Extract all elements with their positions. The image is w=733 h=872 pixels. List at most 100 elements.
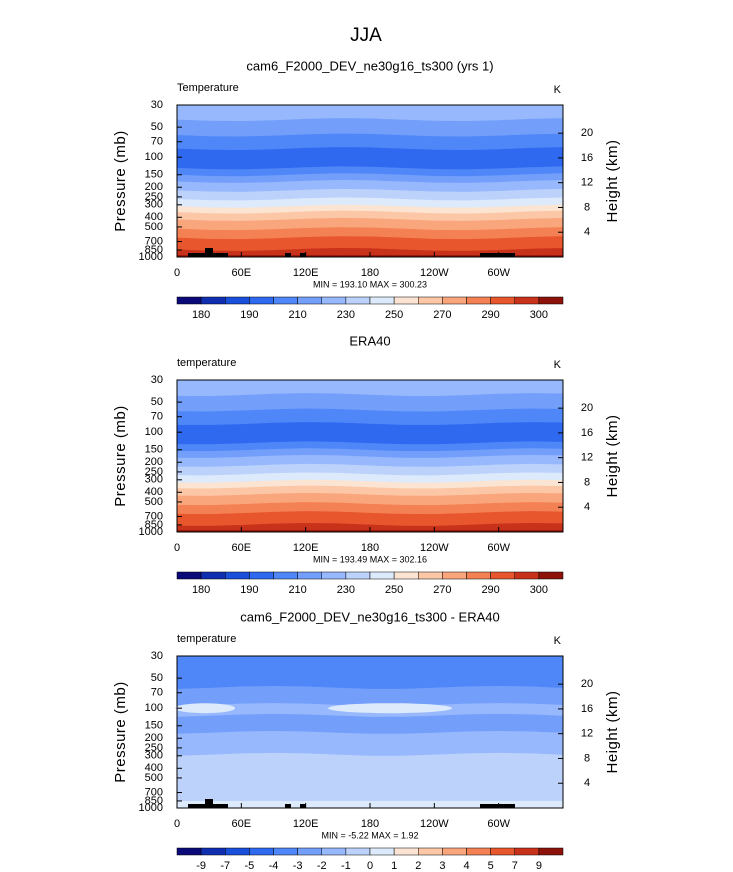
y-tick-label: 200 — [145, 732, 163, 744]
left-label: temperature — [177, 633, 236, 645]
y2-tick-label: 8 — [584, 201, 590, 213]
right-label: K — [554, 359, 562, 371]
colorbar-box — [418, 571, 443, 580]
x-tick-label: 60W — [487, 542, 510, 554]
y-tick-label: 50 — [151, 121, 163, 133]
y2-tick-label: 20 — [581, 678, 593, 690]
y-tick-label: 100 — [145, 151, 163, 163]
y-tick-label: 200 — [145, 181, 163, 193]
colorbar-box — [393, 296, 419, 305]
y-tick-label: 50 — [151, 672, 163, 684]
y-tick-label: 1000 — [139, 526, 163, 538]
terrain — [205, 248, 213, 257]
colorbar-label: 250 — [385, 584, 403, 596]
colorbar-box — [442, 296, 467, 305]
y2-tick-label: 20 — [581, 127, 593, 139]
colorbar-label: 210 — [288, 584, 306, 596]
colorbar-label: 180 — [192, 584, 210, 596]
y-tick-label: 850 — [145, 244, 163, 256]
stats: MIN = 193.49 MAX = 302.16 — [313, 554, 427, 564]
y-tick-label: 100 — [145, 426, 163, 438]
y-tick-label: 150 — [145, 444, 163, 456]
x-tick-label: 60E — [232, 818, 252, 830]
y2-tick-label: 8 — [584, 476, 590, 488]
y-tick-label: 500 — [145, 496, 163, 508]
x-tick-label: 60W — [487, 818, 510, 830]
y2-tick-label: 4 — [584, 777, 590, 789]
y2-tick-label: 12 — [581, 177, 593, 189]
colorbar-box — [273, 571, 298, 580]
colorbar-label: 250 — [385, 309, 403, 321]
colorbar-label: 2 — [415, 860, 421, 872]
colorbar-box — [176, 296, 202, 305]
y-tick-label: 150 — [145, 169, 163, 181]
colorbar-box — [321, 296, 347, 305]
colorbar-label: -1 — [341, 860, 351, 872]
colorbar-box — [225, 847, 250, 856]
colorbar-box — [514, 571, 540, 580]
x-tick-label: 180 — [361, 542, 379, 554]
colorbar-box — [538, 296, 564, 305]
colorbar-label: -3 — [293, 860, 303, 872]
colorbar-box — [418, 847, 443, 856]
colorbar-box — [345, 571, 371, 580]
x-tick-label: 0 — [174, 542, 180, 554]
colorbar-label: 180 — [192, 309, 210, 321]
colorbar-box — [490, 571, 515, 580]
stats: MIN = 193.10 MAX = 300.23 — [313, 279, 427, 289]
y-tick-label: 30 — [151, 650, 163, 662]
colorbar-box — [297, 296, 322, 305]
y2-tick-label: 16 — [581, 703, 593, 715]
y-tick-label: 250 — [145, 742, 163, 754]
colorbar-box — [466, 847, 491, 856]
x-tick-label: 120W — [420, 267, 449, 279]
colorbar-box — [442, 847, 467, 856]
y-tick-label: 1000 — [139, 251, 163, 263]
colorbar-box — [273, 296, 298, 305]
x-tick-label: 120E — [293, 542, 319, 554]
stats: MIN = -5.22 MAX = 1.92 — [321, 830, 418, 840]
colorbar-box — [273, 847, 298, 856]
y2-tick-label: 16 — [581, 152, 593, 164]
y2-tick-label: 12 — [581, 452, 593, 464]
terrain — [480, 253, 515, 257]
colorbar-label: 1 — [391, 860, 397, 872]
y2-tick-label: 20 — [581, 402, 593, 414]
colorbar-label: 3 — [439, 860, 445, 872]
x-tick-label: 0 — [174, 818, 180, 830]
colorbar-label: 300 — [530, 309, 548, 321]
left-label: temperature — [177, 357, 236, 369]
y-tick-label: 500 — [145, 772, 163, 784]
terrain — [285, 253, 291, 257]
colorbar-box — [225, 296, 250, 305]
colorbar-label: 270 — [433, 584, 451, 596]
x-tick-label: 120W — [420, 542, 449, 554]
colorbar-label: 5 — [488, 860, 494, 872]
y2-tick-label: 4 — [584, 501, 590, 513]
colorbar-label: 190 — [240, 584, 258, 596]
colorbar-box — [490, 847, 515, 856]
colorbar-box — [514, 847, 540, 856]
colorbar-label: 9 — [536, 860, 542, 872]
terrain — [480, 804, 515, 808]
y-tick-label: 70 — [151, 687, 163, 699]
colorbar-label: 210 — [288, 309, 306, 321]
colorbar-box — [176, 847, 202, 856]
y-tick-label: 70 — [151, 136, 163, 148]
x-tick-label: 120E — [293, 267, 319, 279]
colorbar-box — [200, 571, 226, 580]
y-tick-label: 300 — [145, 199, 163, 211]
colorbar-box — [345, 847, 371, 856]
colorbar-box — [514, 296, 540, 305]
colorbar-box — [249, 571, 274, 580]
colorbar-label: 0 — [367, 860, 373, 872]
y-tick-label: 150 — [145, 720, 163, 732]
colorbar-box — [321, 571, 347, 580]
right-label: K — [554, 635, 562, 647]
y-tick-label: 400 — [145, 762, 163, 774]
colorbar-box — [466, 296, 491, 305]
colorbar-label: 7 — [512, 860, 518, 872]
y-tick-label: 300 — [145, 750, 163, 762]
colorbar-box — [176, 571, 202, 580]
